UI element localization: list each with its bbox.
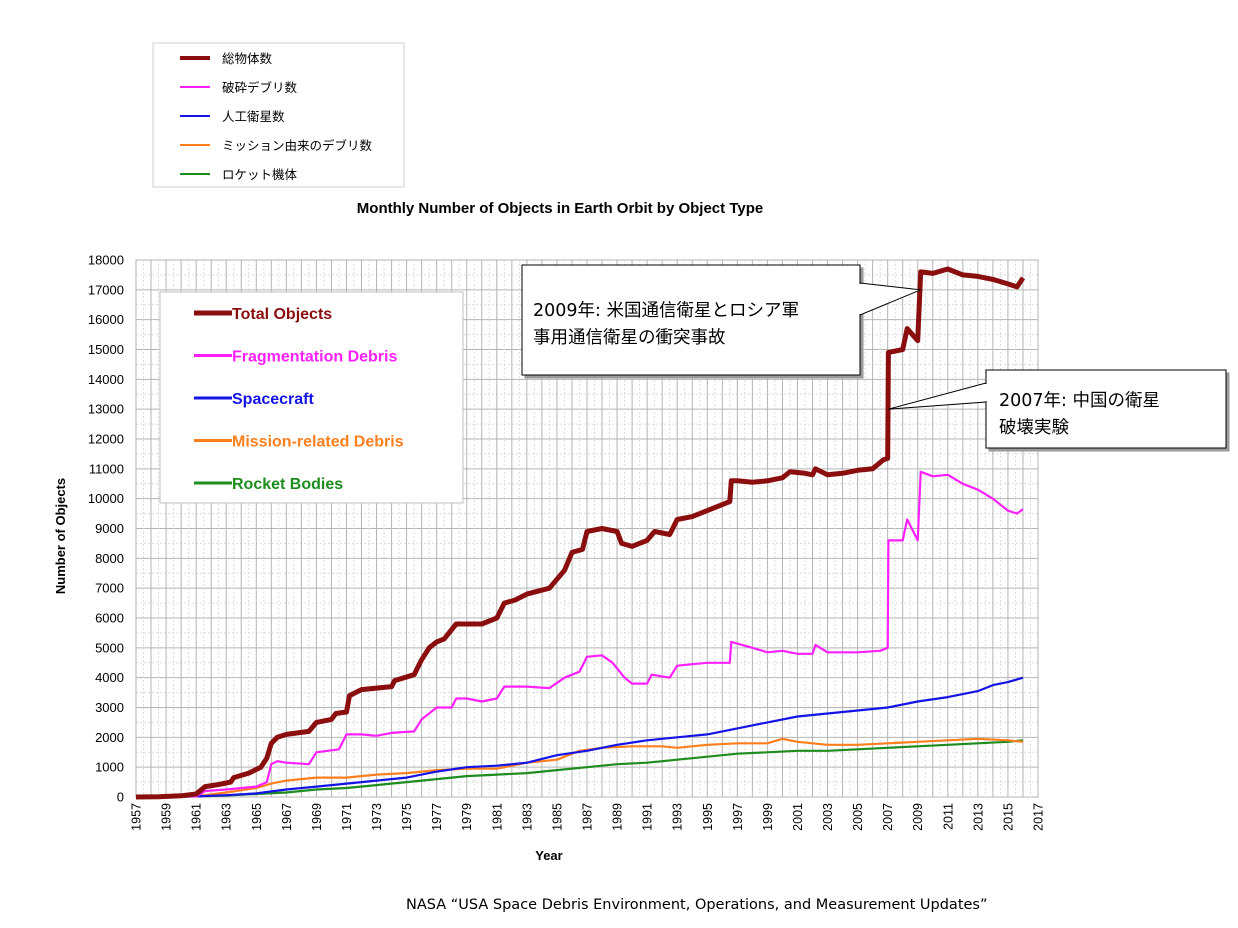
callout-text: 2009年: 米国通信衛星とロシア軍: [533, 301, 799, 321]
jp-legend-label: ミッション由来のデブリ数: [222, 138, 373, 153]
y-tick-label: 8000: [95, 551, 124, 566]
y-tick-label: 0: [117, 790, 124, 805]
jp-legend-label: ロケット機体: [222, 167, 298, 182]
x-tick-label: 1979: [460, 803, 474, 831]
en-legend-label: Fragmentation Debris: [232, 349, 397, 366]
y-tick-label: 12000: [88, 432, 124, 447]
en-legend-label: Rocket Bodies: [232, 476, 343, 493]
x-tick-label: 2001: [791, 803, 805, 831]
y-tick-label: 16000: [88, 312, 124, 327]
x-tick-label: 2017: [1032, 803, 1046, 831]
y-tick-label: 14000: [88, 372, 124, 387]
y-tick-label: 13000: [88, 402, 124, 417]
series-line-total-objects: [135, 266, 1026, 800]
series-line-rocket-bodies: [135, 739, 1024, 799]
y-tick-label: 1000: [95, 760, 124, 775]
x-tick-label: 1977: [430, 803, 444, 831]
x-tick-label: 1997: [731, 803, 745, 831]
y-tick-label: 4000: [95, 670, 124, 685]
en-legend-label: Total Objects: [232, 306, 332, 323]
x-tick-label: 1961: [190, 803, 204, 831]
y-tick-label: 5000: [95, 640, 124, 655]
chart-title: Monthly Number of Objects in Earth Orbit…: [357, 200, 763, 217]
x-tick-label: 1963: [220, 803, 234, 831]
x-tick-label: 1965: [250, 803, 264, 831]
series-line-fragmentation-debris: [135, 470, 1024, 799]
x-tick-label: 1993: [671, 803, 685, 831]
x-tick-label: 1987: [581, 803, 595, 831]
y-tick-label: 15000: [88, 342, 124, 357]
x-tick-label: 1971: [340, 803, 354, 831]
callout-box: [985, 369, 1227, 449]
source-note: NASA “USA Space Debris Environment, Oper…: [406, 897, 988, 913]
y-tick-label: 7000: [95, 581, 124, 596]
en-legend-label: Mission-related Debris: [232, 434, 404, 451]
x-tick-label: 1973: [370, 803, 384, 831]
x-axis-ticks: 1957 1959 1961 1963 1965 1967 1969 1971 1973 1975…: [130, 803, 1046, 831]
x-tick-label: 1969: [310, 803, 324, 831]
x-tick-label: 1999: [761, 803, 775, 831]
callout-text: 2007年: 中国の衛星: [999, 391, 1160, 411]
x-tick-label: 1995: [701, 803, 715, 831]
series-layer: [135, 266, 1026, 800]
x-tick-label: 1975: [400, 803, 414, 831]
x-tick-label: 1967: [280, 803, 294, 831]
y-axis-ticks: 0 1000 2000 3000 4000 5000 6000 7000 8000 9000 100…: [88, 253, 124, 805]
callout-text: 破壊実験: [999, 418, 1069, 438]
x-axis-title: Year: [535, 848, 562, 863]
x-tick-label: 2009: [911, 803, 925, 831]
callout-box: [521, 264, 861, 376]
jp-legend-label: 総物体数: [222, 51, 273, 66]
x-tick-label: 2007: [881, 803, 895, 831]
x-tick-label: 1989: [611, 803, 625, 831]
x-tick-label: 2013: [971, 803, 985, 831]
y-tick-label: 10000: [88, 491, 124, 506]
y-tick-label: 3000: [95, 700, 124, 715]
x-tick-label: 2015: [1001, 803, 1015, 831]
y-axis-title: Number of Objects: [53, 478, 68, 594]
x-tick-label: 1983: [520, 803, 534, 831]
y-tick-label: 6000: [95, 611, 124, 626]
x-tick-label: 1981: [490, 803, 504, 831]
x-tick-label: 1959: [160, 803, 174, 831]
x-tick-label: 2003: [821, 803, 835, 831]
jp-legend-label: 破砕デブリ数: [222, 80, 298, 95]
en-legend: Total Objects Fragmentation Debris Spacecr…: [159, 291, 464, 504]
x-tick-label: 2011: [941, 803, 955, 830]
en-legend-label: Spacecraft: [232, 391, 314, 408]
x-tick-label: 1985: [550, 803, 564, 831]
y-tick-label: 17000: [88, 282, 124, 297]
y-tick-label: 9000: [95, 521, 124, 536]
jp-legend-label: 人工衛星数: [222, 109, 285, 124]
x-tick-label: 2005: [851, 803, 865, 831]
y-tick-label: 18000: [88, 253, 124, 268]
x-tick-label: 1957: [130, 803, 144, 831]
y-tick-label: 2000: [95, 730, 124, 745]
x-tick-label: 1991: [641, 803, 655, 831]
y-tick-label: 11000: [89, 461, 124, 476]
callout-text: 事用通信衛星の衝突事故: [533, 328, 726, 348]
series-line-spacecraft: [135, 676, 1024, 799]
